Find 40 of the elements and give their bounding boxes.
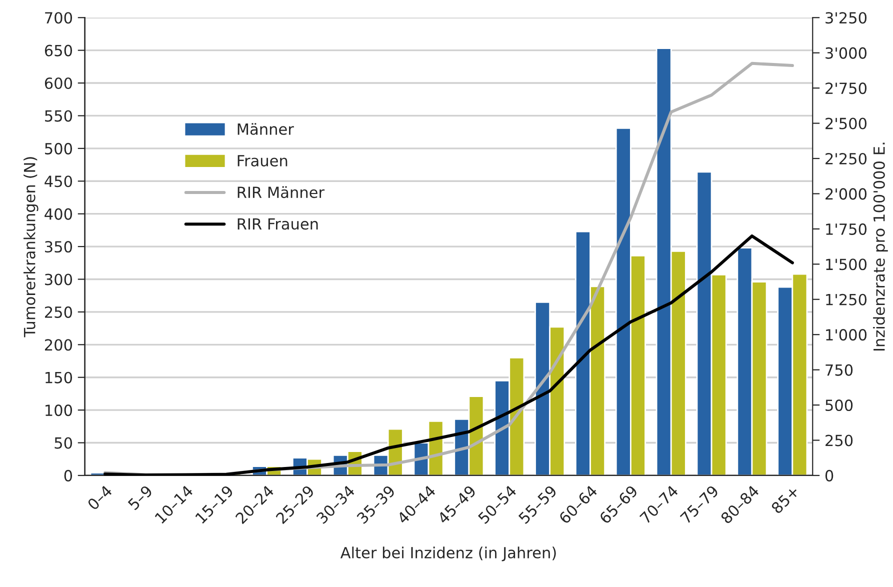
y2-tick-label: 3'000	[826, 47, 866, 59]
y2-tick-label: 3'250	[826, 12, 866, 24]
x-tick-label: 85+	[770, 485, 800, 514]
y2-tick-label: 750	[826, 364, 853, 376]
y-tick-label: 0	[64, 470, 72, 482]
y2-tick-label: 500	[826, 399, 853, 412]
line-series	[104, 234, 794, 476]
y-tick-label: 350	[45, 241, 72, 253]
legend-label: RIR Männer	[238, 186, 325, 198]
legend-label: Männer	[238, 123, 294, 135]
y2-tick-label: 250	[826, 434, 853, 446]
y-tick-label: 500	[45, 142, 72, 154]
x-axis-title: Alter bei Inzidenz (in Jahren)	[340, 546, 556, 562]
y-tick-label: 700	[45, 12, 72, 24]
y-tick-label: 450	[44, 176, 72, 188]
y-tick-label: 150	[46, 372, 72, 384]
y-tick-label: 100	[46, 404, 72, 416]
x-tick-label: 0–4	[86, 484, 113, 511]
y-tick-label: 550	[45, 110, 72, 122]
y-tick-label: 50	[54, 437, 72, 449]
y-tick-label: 250	[44, 306, 72, 318]
y2-tick-label: 1'500	[826, 258, 866, 270]
y-axis-title: Tumorerkrankungen (N)	[24, 157, 38, 338]
y2-tick-label: 0	[825, 470, 834, 482]
y2-axis-title: Inzidenzrate pro 100'000 E.	[873, 142, 888, 350]
y2-tick-label: 2'000	[826, 188, 866, 200]
y2-tick-label: 1'250	[826, 294, 866, 306]
y-tick-label: 650	[44, 44, 72, 56]
y-tick-label: 200	[44, 339, 72, 351]
y2-tick-label: 1'750	[826, 223, 866, 235]
y-tick-label: 600	[44, 77, 72, 90]
y2-tick-label: 2'250	[826, 152, 866, 165]
y-tick-label: 300	[45, 274, 72, 286]
legend-label: Frauen	[238, 155, 288, 166]
y2-tick-label: 2'750	[826, 82, 866, 94]
x-tick-label: 5–9	[127, 484, 154, 510]
y2-tick-label: 1'000	[826, 329, 866, 341]
y2-tick-label: 2'500	[826, 118, 866, 130]
legend-label: RIR Frauen	[238, 218, 318, 230]
y-tick-label: 400	[44, 208, 72, 220]
